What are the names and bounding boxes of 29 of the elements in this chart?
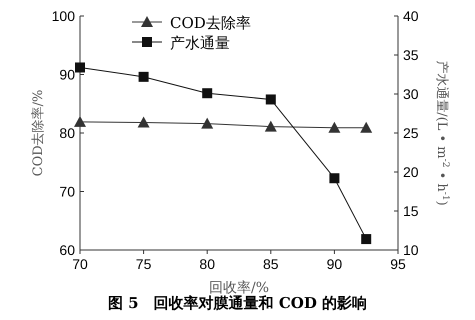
- y-tick-label: 100: [52, 8, 76, 24]
- text: 图 5 回收率对膜通量和 COD 的影响: [108, 294, 368, 312]
- x-axis-title: 回收率/%: [208, 280, 270, 296]
- y2-tick-label: 25: [403, 125, 419, 141]
- legend-label: COD去除率: [170, 14, 251, 32]
- x-tick-label: 75: [136, 256, 152, 272]
- point: [266, 94, 276, 104]
- y-tick-label: 90: [59, 66, 76, 82]
- point: [361, 234, 372, 244]
- y2-tick-label: 35: [403, 47, 419, 63]
- legend-label: 产水通量: [170, 34, 230, 52]
- y-tick-label: 70: [59, 184, 76, 200]
- y-axis-title: COD去除率/%: [30, 90, 46, 176]
- x-tick-label: 90: [326, 256, 342, 272]
- y2-tick-label: 20: [403, 164, 419, 180]
- y2-tick-label: 30: [403, 86, 419, 102]
- y-tick-label: 60: [59, 242, 76, 258]
- y2-tick-label: 15: [403, 203, 419, 219]
- y2-tick-label: 40: [403, 8, 419, 24]
- x-tick-label: 85: [263, 256, 279, 272]
- point: [75, 62, 85, 72]
- y2-tick-label: 10: [403, 242, 419, 258]
- point: [202, 88, 212, 98]
- point: [138, 72, 149, 82]
- x-tick-label: 95: [390, 256, 406, 272]
- x-tick-label: 80: [199, 256, 216, 272]
- x-tick-label: 70: [72, 256, 88, 272]
- y-tick-label: 80: [59, 125, 76, 141]
- point: [329, 173, 340, 184]
